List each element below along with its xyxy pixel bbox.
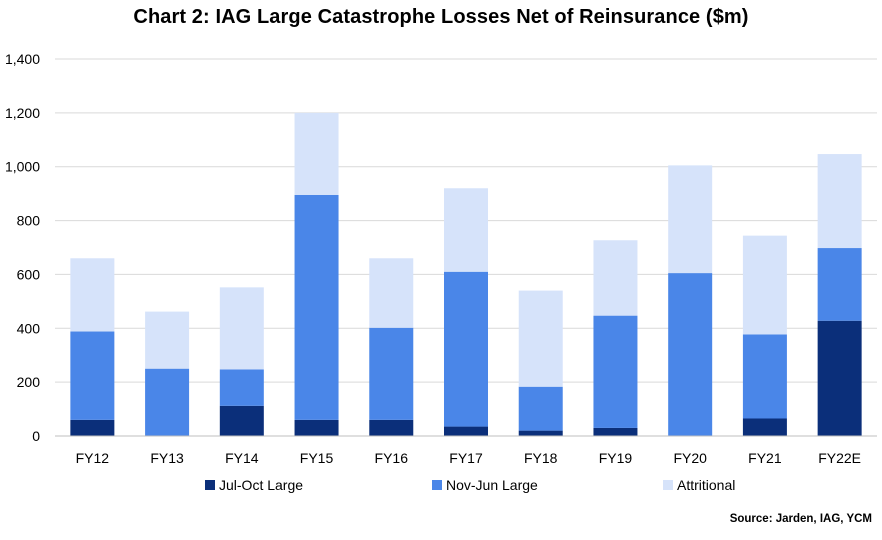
y-tick-label: 1,400 — [5, 51, 40, 67]
legend-swatch — [663, 480, 673, 490]
bar-segment-jul-oct-large-fy21 — [742, 418, 787, 436]
bar-segment-attritional-fy12 — [70, 258, 115, 332]
legend-swatch — [432, 480, 442, 490]
bar-segment-jul-oct-large-fy14 — [219, 405, 264, 436]
bar-segment-nov-jun-large-fy22e — [817, 248, 862, 321]
y-tick-label: 1,200 — [5, 105, 40, 121]
bar-segment-nov-jun-large-fy17 — [444, 271, 488, 427]
bar-segment-attritional-fy22e — [817, 154, 862, 249]
x-tick-label: FY17 — [449, 450, 483, 466]
x-tick-label: FY14 — [225, 450, 259, 466]
bars — [70, 112, 862, 436]
bar-segment-nov-jun-large-fy14 — [219, 369, 264, 406]
x-tick-label: FY21 — [748, 450, 782, 466]
y-tick-label: 200 — [17, 374, 41, 390]
y-tick-label: 1,000 — [5, 159, 40, 175]
bar-segment-nov-jun-large-fy21 — [742, 334, 787, 419]
x-tick-label: FY12 — [76, 450, 110, 466]
y-tick-label: 600 — [17, 266, 41, 282]
bar-segment-jul-oct-large-fy18 — [518, 430, 563, 436]
x-tick-label: FY16 — [375, 450, 409, 466]
source-note: Source: Jarden, IAG, YCM — [729, 513, 872, 525]
bar-segment-attritional-fy18 — [518, 290, 563, 387]
bar-segment-attritional-fy21 — [742, 235, 787, 335]
x-tick-label: FY18 — [524, 450, 558, 466]
bar-segment-attritional-fy20 — [668, 165, 713, 274]
bar-segment-jul-oct-large-fy15 — [294, 419, 339, 436]
x-tick-label: FY13 — [150, 450, 184, 466]
x-tick-label: FY15 — [300, 450, 334, 466]
bar-segment-jul-oct-large-fy22e — [817, 320, 862, 436]
bar-segment-nov-jun-large-fy19 — [593, 315, 638, 428]
x-tick-label: FY19 — [599, 450, 633, 466]
legend-swatch — [205, 480, 215, 490]
bar-segment-jul-oct-large-fy16 — [369, 419, 414, 436]
bar-segment-nov-jun-large-fy12 — [70, 331, 115, 420]
bar-segment-jul-oct-large-fy17 — [444, 426, 488, 436]
bar-segment-nov-jun-large-fy16 — [369, 327, 414, 420]
y-tick-label: 0 — [32, 428, 40, 444]
bar-segment-attritional-fy16 — [369, 258, 414, 328]
x-axis-ticks: FY12 FY13 FY14 FY15 FY16 FY17 FY18 FY19 FY20 FY21… — [76, 450, 861, 466]
bar-segment-jul-oct-large-fy12 — [70, 419, 115, 436]
bar-segment-attritional-fy17 — [444, 188, 488, 272]
legend-label: Jul-Oct Large — [219, 477, 303, 493]
x-tick-label: FY22E — [818, 450, 861, 466]
bar-segment-attritional-fy14 — [219, 287, 264, 370]
legend: Jul-Oct Large Nov-Jun Large Attritional — [205, 477, 735, 493]
bar-segment-attritional-fy19 — [593, 240, 638, 316]
y-tick-label: 400 — [17, 320, 41, 336]
bar-segment-nov-jun-large-fy18 — [518, 386, 563, 431]
x-tick-label: FY20 — [673, 450, 707, 466]
bar-segment-nov-jun-large-fy15 — [294, 194, 339, 420]
y-axis-ticks: 0 200 400 600 800 1,000 1,200 1,400 — [5, 51, 40, 444]
legend-label: Attritional — [677, 477, 735, 493]
bar-segment-attritional-fy15 — [294, 112, 339, 195]
y-tick-label: 800 — [17, 213, 41, 229]
bar-segment-nov-jun-large-fy20 — [668, 273, 713, 436]
chart-title: Chart 2: IAG Large Catastrophe Losses Ne… — [133, 6, 749, 28]
bar-segment-jul-oct-large-fy19 — [593, 427, 638, 436]
bar-segment-nov-jun-large-fy13 — [145, 368, 190, 436]
bar-segment-attritional-fy13 — [145, 311, 190, 369]
legend-label: Nov-Jun Large — [446, 477, 538, 493]
